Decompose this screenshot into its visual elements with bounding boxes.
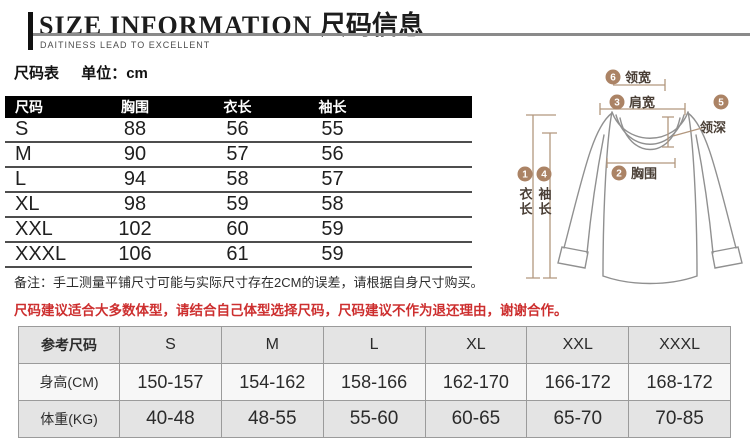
size-cell: XL: [15, 193, 40, 215]
size-chart-label: 尺码表 单位：cm: [14, 62, 148, 83]
measure-labels: 领宽 肩宽 领深 胸围 衣长 袖长: [518, 70, 727, 217]
weight-cell: 40-48: [119, 401, 221, 437]
table-row: XXL 102 60 59: [5, 218, 472, 243]
table-row: XXXL 106 61 59: [5, 243, 472, 268]
shoulder-width-label: 肩宽: [629, 95, 655, 110]
weight-row-label: 体重(KG): [40, 411, 98, 427]
weight-cell: 48-55: [220, 401, 323, 437]
sleeve-cell: 59: [321, 243, 344, 265]
page-title: SIZE INFORMATION 尺码信息: [39, 5, 424, 42]
circle-5: 5: [718, 98, 724, 109]
length-cell: 61: [226, 243, 249, 265]
ref-col-xxxl: XXXL: [628, 327, 730, 363]
length-cell: 59: [226, 193, 249, 215]
reference-table-header: 参考尺码 S M L XL XXL XXXL: [19, 327, 730, 363]
sleeve-cell: 55: [321, 118, 344, 140]
ref-col-m: M: [220, 327, 323, 363]
col-header-sleeve: 袖长: [318, 99, 347, 115]
measure-point-circles: 1 4 6 3 5 2: [517, 69, 729, 182]
size-chart-title: 尺码表: [14, 65, 60, 82]
weight-cell: 60-65: [424, 401, 527, 437]
sleeve-cell: 57: [321, 168, 344, 190]
height-cell: 150-157: [119, 364, 221, 400]
chest-cell: 98: [123, 193, 147, 215]
circle-3: 3: [614, 98, 620, 109]
weight-row: 体重(KG) 40-48 48-55 55-60 60-65 65-70 70-…: [19, 400, 730, 437]
garment-length-label: 衣长: [518, 186, 533, 217]
col-header-length: 衣长: [223, 99, 252, 115]
table-row: L 94 58 57: [5, 168, 472, 193]
title-underline: [33, 33, 750, 36]
chest-cell: 88: [123, 118, 147, 140]
height-row: 身高(CM) 150-157 154-162 158-166 162-170 1…: [19, 363, 730, 400]
col-header-chest: 胸围: [121, 99, 149, 115]
sleeve-cell: 59: [321, 218, 344, 240]
circle-1: 1: [522, 170, 528, 181]
neck-depth-label: 领深: [700, 120, 726, 135]
remark-note: 备注：手工测量平铺尺寸可能与实际尺寸存在2CM的误差，请根据自身尺寸购买。: [14, 275, 484, 290]
height-cell: 168-172: [628, 364, 730, 400]
weight-cell: 65-70: [526, 401, 628, 437]
ref-col-l: L: [322, 327, 425, 363]
circle-2: 2: [616, 169, 622, 180]
table-row: S 88 56 55: [5, 118, 472, 143]
table-row: XL 98 59 58: [5, 193, 472, 218]
height-cell: 162-170: [424, 364, 527, 400]
circle-4: 4: [541, 170, 547, 181]
height-row-label: 身高(CM): [39, 374, 99, 390]
weight-cell: 70-85: [628, 401, 730, 437]
weight-cell: 55-60: [322, 401, 425, 437]
chest-label: 胸围: [631, 166, 657, 181]
size-cell: M: [15, 143, 32, 165]
measurement-lines: [526, 79, 703, 279]
neck-width-label: 领宽: [625, 70, 651, 85]
sleeve-length-label: 袖长: [537, 186, 552, 217]
length-cell: 60: [226, 218, 249, 240]
height-cell: 166-172: [526, 364, 628, 400]
size-suggestion-note: 尺码建议适合大多数体型，请结合自己体型选择尺码，尺码建议不作为退还理由，谢谢合作…: [14, 303, 568, 318]
sweater-measurement-diagram: 1 4 6 3 5 2 领宽 肩宽 领深 胸围 衣长 袖长: [517, 69, 743, 285]
chest-cell: 90: [123, 143, 147, 165]
length-cell: 57: [226, 143, 249, 165]
height-cell: 154-162: [220, 364, 323, 400]
size-table-header: 尺码 胸围 衣长 袖长: [5, 96, 472, 118]
title-accent-bar: [28, 12, 33, 50]
reference-size-table: 参考尺码 S M L XL XXL XXXL 身高(CM) 150-157 15…: [18, 326, 731, 438]
col-header-size: 尺码: [15, 99, 43, 115]
size-table: 尺码 胸围 衣长 袖长 S 88 56 55 M 90 57 56 L 94 5…: [5, 96, 472, 268]
chest-cell: 102: [118, 218, 152, 240]
sweater-outline: [557, 111, 743, 285]
table-row: M 90 57 56: [5, 143, 472, 168]
ref-col-s: S: [119, 327, 221, 363]
unit-label: 单位：cm: [81, 65, 148, 82]
chest-cell: 106: [118, 243, 152, 265]
ref-col-xl: XL: [424, 327, 527, 363]
length-cell: 56: [226, 118, 249, 140]
page-subtitle: DAITINESS LEAD TO EXCELLENT: [40, 40, 211, 50]
sleeve-cell: 56: [321, 143, 344, 165]
circle-6: 6: [610, 73, 616, 84]
length-cell: 58: [226, 168, 249, 190]
size-cell: XXXL: [15, 243, 67, 265]
ref-col-xxl: XXL: [526, 327, 628, 363]
size-cell: S: [15, 118, 29, 140]
sleeve-cell: 58: [321, 193, 344, 215]
chest-cell: 94: [123, 168, 147, 190]
ref-col-label: 参考尺码: [41, 337, 97, 353]
size-cell: L: [15, 168, 27, 190]
size-cell: XXL: [15, 218, 53, 240]
height-cell: 158-166: [322, 364, 425, 400]
